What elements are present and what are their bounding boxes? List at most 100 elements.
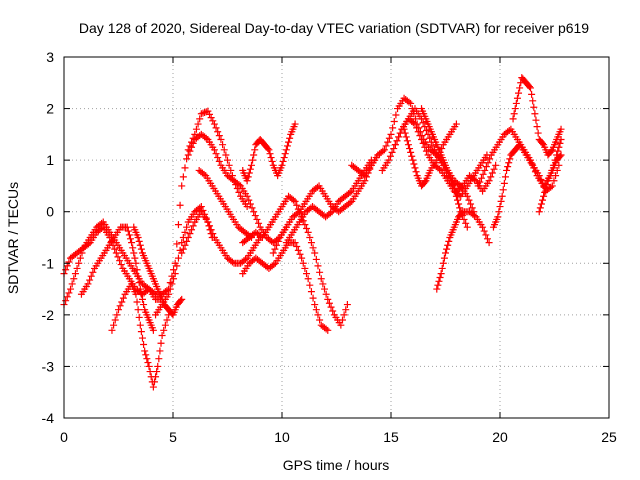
data-point <box>413 124 421 132</box>
data-point <box>118 298 126 306</box>
data-point <box>285 138 293 146</box>
data-point <box>170 275 178 283</box>
data-point <box>299 259 307 267</box>
data-point <box>460 215 468 223</box>
data-point <box>128 239 136 247</box>
data-point <box>409 119 417 127</box>
data-point <box>65 289 73 297</box>
data-point <box>309 294 317 302</box>
data-point <box>181 241 189 249</box>
data-point <box>312 255 320 263</box>
data-point <box>188 226 196 234</box>
data-point <box>250 208 258 216</box>
data-point <box>343 301 351 309</box>
data-point <box>210 120 218 128</box>
data-point <box>253 215 261 223</box>
data-point <box>311 249 319 257</box>
data-point <box>313 183 321 191</box>
data-point <box>197 110 205 118</box>
data-point <box>291 239 299 247</box>
data-point <box>407 99 415 107</box>
data-point <box>250 151 258 159</box>
data-point <box>168 280 176 288</box>
data-point <box>511 105 519 113</box>
data-point <box>152 373 160 381</box>
data-point <box>73 264 81 272</box>
data-point <box>532 116 540 124</box>
data-point <box>485 239 493 247</box>
data-point <box>219 141 227 149</box>
data-point <box>541 188 549 196</box>
data-point <box>306 281 314 289</box>
data-point <box>87 272 95 280</box>
data-point <box>535 172 543 180</box>
x-tick-label: 10 <box>274 429 290 445</box>
data-point <box>154 362 162 370</box>
data-point <box>214 154 222 162</box>
data-point <box>324 295 332 303</box>
grid <box>64 57 609 418</box>
data-point <box>539 179 547 187</box>
data-point <box>421 178 429 186</box>
data-point <box>183 237 191 245</box>
data-point <box>338 316 346 324</box>
data-point <box>149 383 157 391</box>
data-point <box>465 196 473 204</box>
data-point <box>264 145 272 153</box>
data-point <box>247 161 255 169</box>
data-point <box>359 170 367 178</box>
data-point <box>135 237 143 245</box>
data-point <box>403 137 411 145</box>
data-point <box>304 275 312 283</box>
data-point <box>224 156 231 164</box>
data-point <box>137 245 145 253</box>
data-point <box>307 288 315 296</box>
data-point <box>178 182 186 190</box>
data-point <box>528 90 536 98</box>
data-point <box>443 245 451 253</box>
data-point <box>71 270 79 278</box>
data-point <box>470 212 478 220</box>
data-point <box>179 173 187 181</box>
data-point <box>161 321 169 329</box>
data-point <box>176 201 184 209</box>
data-point <box>206 222 214 230</box>
data-point <box>324 326 332 334</box>
data-point <box>387 130 395 138</box>
data-point <box>140 301 148 309</box>
y-tick-label: -4 <box>42 410 55 426</box>
data-point <box>204 107 212 115</box>
data-point <box>537 175 545 183</box>
data-point <box>342 306 350 314</box>
series-arc-14 <box>282 156 375 247</box>
data-point <box>395 133 403 141</box>
data-point <box>411 164 419 172</box>
x-tick-label: 25 <box>601 429 617 445</box>
data-point <box>482 163 490 171</box>
data-point <box>160 326 168 334</box>
data-point <box>227 166 235 174</box>
data-point <box>116 302 124 310</box>
data-point <box>550 177 558 185</box>
data-point <box>327 209 335 217</box>
data-point <box>393 137 401 145</box>
data-point <box>184 234 192 241</box>
data-point <box>75 259 83 267</box>
data-point <box>322 290 330 298</box>
data-point <box>411 120 419 128</box>
data-point <box>215 157 223 165</box>
data-point <box>265 146 273 154</box>
data-point <box>304 228 312 236</box>
data-point <box>531 110 539 118</box>
data-point <box>543 181 551 189</box>
data-point <box>155 355 163 363</box>
data-point <box>556 152 564 160</box>
data-point <box>484 159 492 167</box>
data-point <box>291 197 299 205</box>
data-point <box>303 270 311 278</box>
data-point <box>529 97 537 105</box>
data-point <box>153 368 161 376</box>
data-point <box>433 156 441 164</box>
data-point <box>497 197 505 205</box>
data-point <box>170 266 178 274</box>
